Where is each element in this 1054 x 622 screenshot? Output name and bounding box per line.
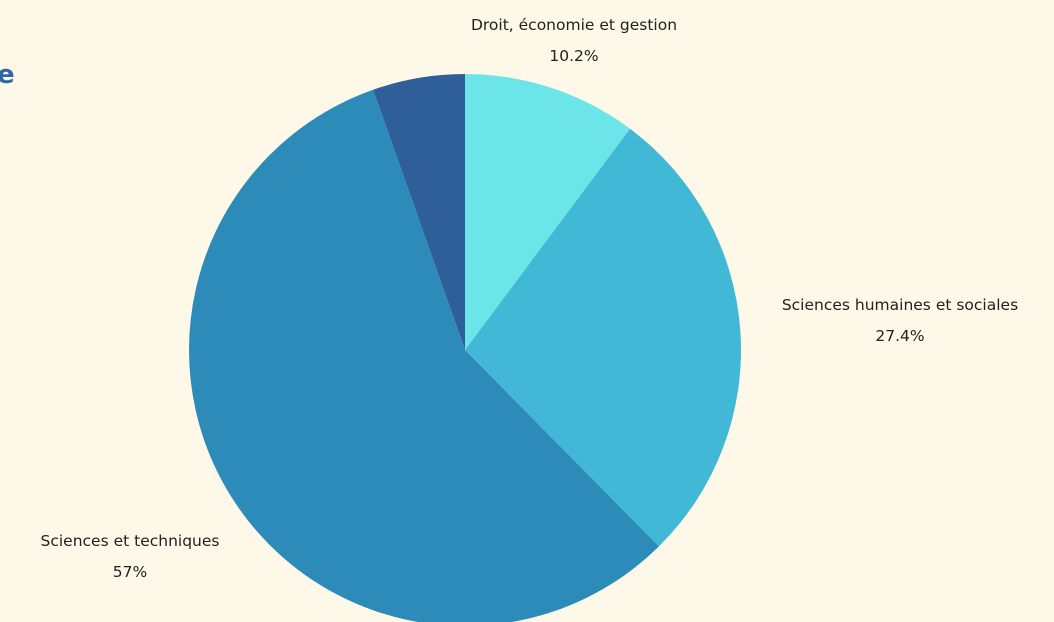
slice-label-0: Droit, économie et gestion: [471, 16, 677, 34]
pie-slice-1: [465, 128, 741, 547]
slice-value-label-2: 57%: [113, 563, 147, 581]
slice-value-label-1: 27.4%: [875, 327, 924, 345]
slice-value-label-0: 10.2%: [549, 47, 598, 65]
pie-slice-0: [465, 74, 631, 350]
pie-slice-2: [189, 89, 659, 622]
pie-slices: [189, 74, 741, 622]
pie-labels: Droit, économie et gestion 10.2% Sciences …: [41, 16, 1019, 581]
chart-title-fragment: e: [0, 60, 15, 90]
slice-label-1: Sciences humaines et sociales: [782, 296, 1018, 314]
pie-slice-3: [373, 74, 465, 350]
slice-label-2: Sciences et techniques: [41, 532, 220, 550]
